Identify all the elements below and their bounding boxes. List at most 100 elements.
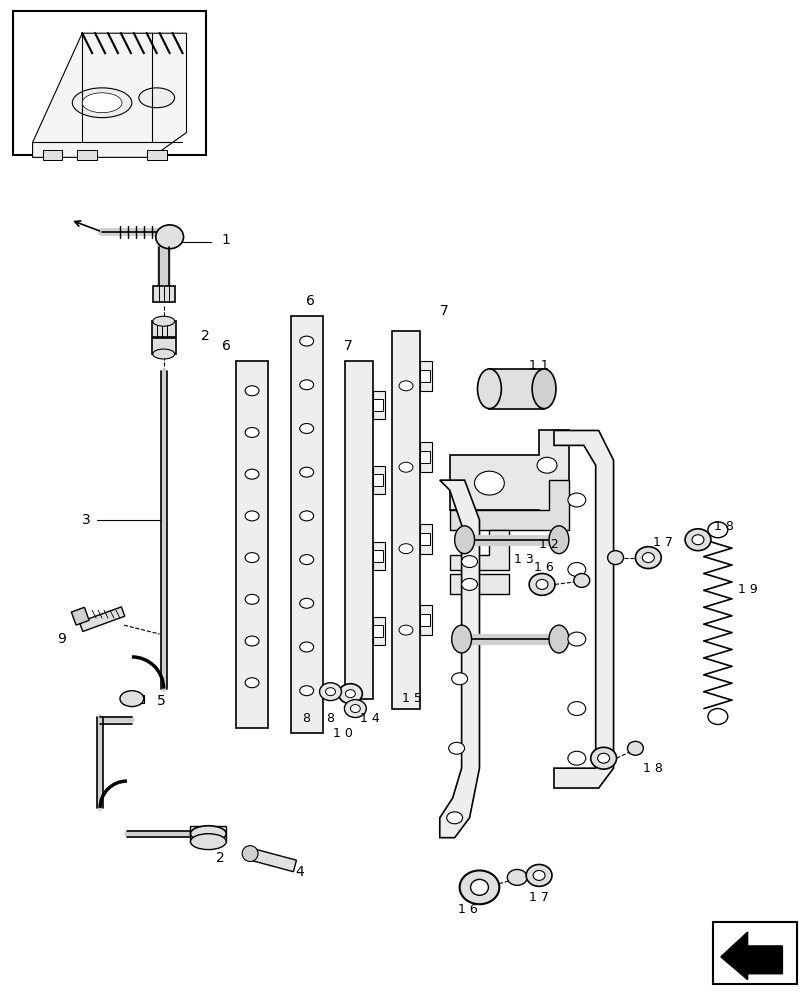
Ellipse shape <box>567 751 585 765</box>
Text: 1 6: 1 6 <box>534 561 553 574</box>
Ellipse shape <box>691 535 703 545</box>
Polygon shape <box>373 391 384 419</box>
Polygon shape <box>419 605 431 635</box>
Polygon shape <box>373 542 384 570</box>
Ellipse shape <box>299 555 313 565</box>
Text: 1 5: 1 5 <box>401 692 422 705</box>
Text: 2: 2 <box>216 851 225 865</box>
Polygon shape <box>449 574 508 594</box>
Polygon shape <box>553 430 613 788</box>
Polygon shape <box>373 399 383 411</box>
Ellipse shape <box>526 864 551 886</box>
Ellipse shape <box>245 511 259 521</box>
Ellipse shape <box>299 424 313 433</box>
Ellipse shape <box>536 457 556 473</box>
Ellipse shape <box>470 879 488 895</box>
Ellipse shape <box>299 642 313 652</box>
Text: 5: 5 <box>157 694 165 708</box>
Ellipse shape <box>573 573 589 587</box>
Text: 7: 7 <box>440 304 448 318</box>
Ellipse shape <box>299 598 313 608</box>
Ellipse shape <box>320 683 341 701</box>
Ellipse shape <box>242 846 258 862</box>
Ellipse shape <box>684 529 710 551</box>
Ellipse shape <box>299 380 313 390</box>
Ellipse shape <box>474 471 504 495</box>
Ellipse shape <box>245 636 259 646</box>
Ellipse shape <box>454 526 474 554</box>
Polygon shape <box>191 826 226 842</box>
Text: 1 2: 1 2 <box>539 538 558 551</box>
Polygon shape <box>290 316 322 733</box>
Text: 1 0: 1 0 <box>332 727 352 740</box>
Ellipse shape <box>299 467 313 477</box>
Ellipse shape <box>459 870 499 904</box>
Ellipse shape <box>567 563 585 576</box>
Ellipse shape <box>345 690 355 698</box>
Polygon shape <box>419 370 429 382</box>
Text: 6: 6 <box>221 339 230 353</box>
Ellipse shape <box>245 427 259 437</box>
Ellipse shape <box>707 709 727 724</box>
Text: 1 6: 1 6 <box>457 903 477 916</box>
Polygon shape <box>419 524 431 554</box>
Ellipse shape <box>446 812 462 824</box>
Ellipse shape <box>299 336 313 346</box>
Ellipse shape <box>325 688 335 696</box>
Polygon shape <box>373 474 383 486</box>
Ellipse shape <box>350 705 360 713</box>
Polygon shape <box>236 361 268 728</box>
Ellipse shape <box>461 578 477 590</box>
Polygon shape <box>449 480 569 530</box>
Ellipse shape <box>642 553 654 563</box>
Polygon shape <box>373 466 384 494</box>
Polygon shape <box>440 480 479 838</box>
Ellipse shape <box>567 493 585 507</box>
Ellipse shape <box>477 369 500 409</box>
Text: 1 8: 1 8 <box>642 762 663 775</box>
Text: 1 3: 1 3 <box>513 553 534 566</box>
Text: 7: 7 <box>344 339 352 353</box>
Text: 1 4: 1 4 <box>360 712 380 725</box>
Polygon shape <box>13 11 206 155</box>
Ellipse shape <box>461 556 477 568</box>
Polygon shape <box>245 847 296 872</box>
Ellipse shape <box>567 632 585 646</box>
Ellipse shape <box>245 594 259 604</box>
Polygon shape <box>373 625 383 637</box>
Polygon shape <box>147 150 166 160</box>
Ellipse shape <box>191 826 226 842</box>
Ellipse shape <box>299 511 313 521</box>
Polygon shape <box>79 607 125 631</box>
Ellipse shape <box>398 625 413 635</box>
Polygon shape <box>720 932 782 980</box>
Text: 1 7: 1 7 <box>653 536 672 549</box>
Ellipse shape <box>72 88 131 118</box>
Polygon shape <box>42 150 62 160</box>
Ellipse shape <box>535 579 547 589</box>
Polygon shape <box>419 451 429 463</box>
Ellipse shape <box>607 551 623 565</box>
Ellipse shape <box>398 544 413 554</box>
Text: 1: 1 <box>221 233 230 247</box>
Polygon shape <box>419 614 429 626</box>
Polygon shape <box>419 533 429 545</box>
Polygon shape <box>152 338 175 354</box>
Polygon shape <box>373 550 383 562</box>
Polygon shape <box>449 530 508 570</box>
Ellipse shape <box>548 625 569 653</box>
Ellipse shape <box>156 225 183 249</box>
Ellipse shape <box>451 673 467 685</box>
Polygon shape <box>419 361 431 391</box>
Ellipse shape <box>152 349 174 359</box>
Text: 1 8: 1 8 <box>713 520 733 533</box>
Ellipse shape <box>635 547 660 569</box>
Ellipse shape <box>152 316 174 326</box>
Polygon shape <box>152 321 175 337</box>
Text: 8: 8 <box>326 712 334 725</box>
Polygon shape <box>152 286 174 302</box>
Ellipse shape <box>597 753 609 763</box>
Polygon shape <box>71 607 89 625</box>
Ellipse shape <box>338 684 362 704</box>
Ellipse shape <box>398 381 413 391</box>
